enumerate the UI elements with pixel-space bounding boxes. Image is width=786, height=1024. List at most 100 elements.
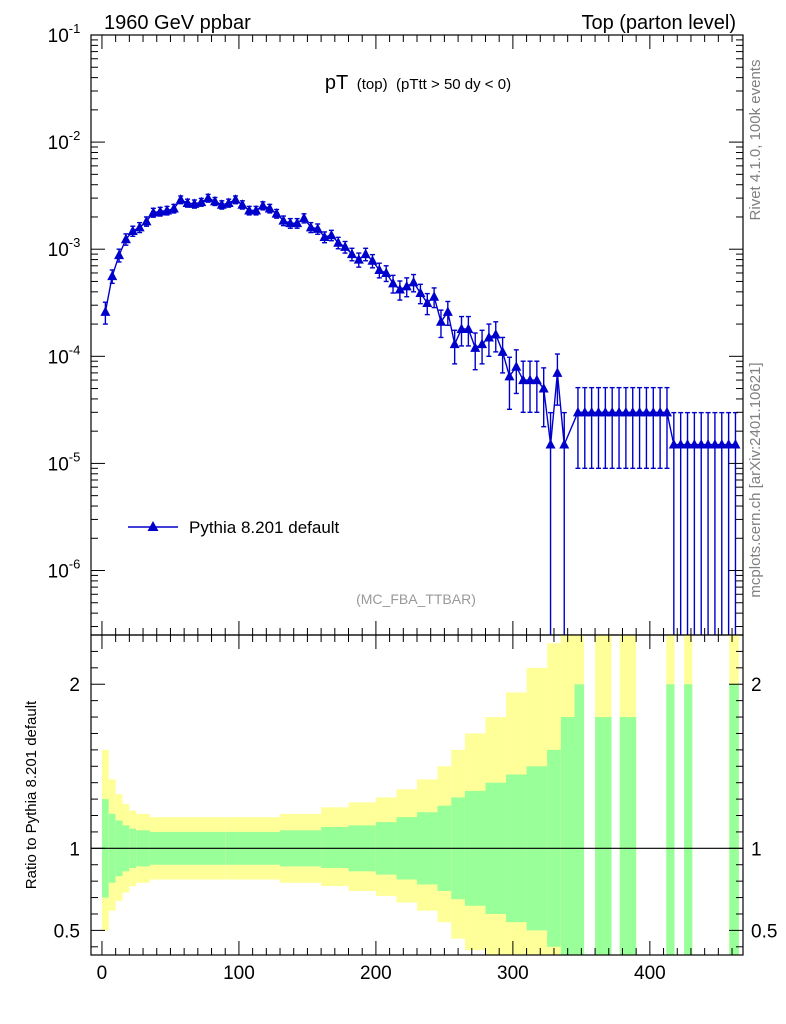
title-cut: (pTtt > 50 dy < 0) [396,76,511,93]
data-point [572,406,583,417]
data-point [709,439,720,449]
data-point [264,202,275,213]
data-point [278,215,289,225]
data-point [148,207,159,217]
data-point [230,194,241,204]
ratio-y-tick-label-right: 1 [751,839,762,860]
data-point [675,439,686,449]
ratio-band-inner [619,717,637,955]
y-tick-label: 10-5 [48,449,81,475]
data-point [641,406,652,417]
data-point [614,406,625,417]
data-point [100,306,111,316]
data-point [223,197,234,208]
data-point [271,208,282,218]
data-point [360,248,371,259]
data-point [114,249,125,260]
data-point [545,439,556,449]
data-point [655,406,666,417]
data-point [401,280,412,291]
ratio-band-inner [729,684,739,955]
data-point [456,323,467,333]
data-point [292,217,303,228]
data-point [305,221,316,232]
data-point [716,439,727,449]
data-point [120,233,131,244]
ratio-y-tick-label-right: 2 [751,675,762,696]
rivet-label: Rivet 4.1.0, 100k events [747,60,764,221]
data-point [538,383,549,393]
data-point [634,406,645,417]
data-point [333,237,344,247]
data-point [298,212,309,223]
ratio-band-inner [666,684,675,955]
data-point [196,196,207,207]
data-point [381,267,392,277]
data-point [415,287,426,298]
upper-frame [90,34,744,636]
data-point [497,346,508,356]
data-point [127,225,138,235]
x-tick-label: 0 [97,963,108,984]
data-point [442,306,453,316]
data-point [703,439,714,449]
data-point [531,374,542,385]
data-point [367,255,378,265]
ratio-y-tick-label: 0.5 [54,921,80,942]
data-point [490,328,501,339]
data-point [353,254,364,264]
data-point [579,406,590,417]
data-point [326,229,337,240]
y-tick-label: 10-1 [48,21,81,47]
data-point [627,406,638,417]
legend-marker [147,521,159,531]
data-point [107,270,118,281]
mcplots-label: mcplots.cern.ch [arXiv:2401.10621] [747,362,764,597]
data-point [696,439,707,449]
data-point [435,316,446,326]
y-tick-label: 10-2 [48,128,81,154]
data-point [257,200,268,210]
data-point [312,223,323,233]
data-point [449,338,460,349]
ratio-band-inner [684,684,693,955]
data-point [134,221,145,232]
data-point [661,406,672,417]
ratio-ylabel: Ratio to Pythia 8.201 default [23,700,40,889]
data-point [422,297,433,307]
ratio-band-inner [560,717,575,955]
title-sub: (top) [357,76,388,93]
data-point [394,284,405,294]
data-point [141,215,152,226]
data-point [203,192,214,203]
data-point [730,439,741,449]
data-point [620,406,631,417]
data-point [470,342,481,352]
data-point [511,361,522,371]
header-right: Top (parton level) [581,12,736,34]
x-tick-label: 400 [634,963,666,984]
data-point [374,264,385,274]
analysis-tag: (MC_FBA_TTBAR) [356,591,476,607]
legend: Pythia 8.201 default [128,518,340,537]
data-point [408,276,419,287]
header-left: 1960 GeV ppbar [104,12,251,34]
data-point [182,197,193,208]
data-point [477,338,488,349]
x-tick-label: 200 [360,963,392,984]
title-main: pT [325,72,348,94]
data-point [525,374,536,385]
ratio-band-inner [321,827,349,869]
data-point [237,199,248,209]
ratio-y-tick-label: 2 [69,675,80,696]
data-point [175,194,186,204]
data-point [340,241,351,251]
data-point [682,439,693,449]
data-point [600,406,611,417]
data-point [209,195,220,206]
data-point [723,439,734,449]
data-point [518,374,529,385]
data-point [346,248,357,259]
data-point [285,217,296,228]
